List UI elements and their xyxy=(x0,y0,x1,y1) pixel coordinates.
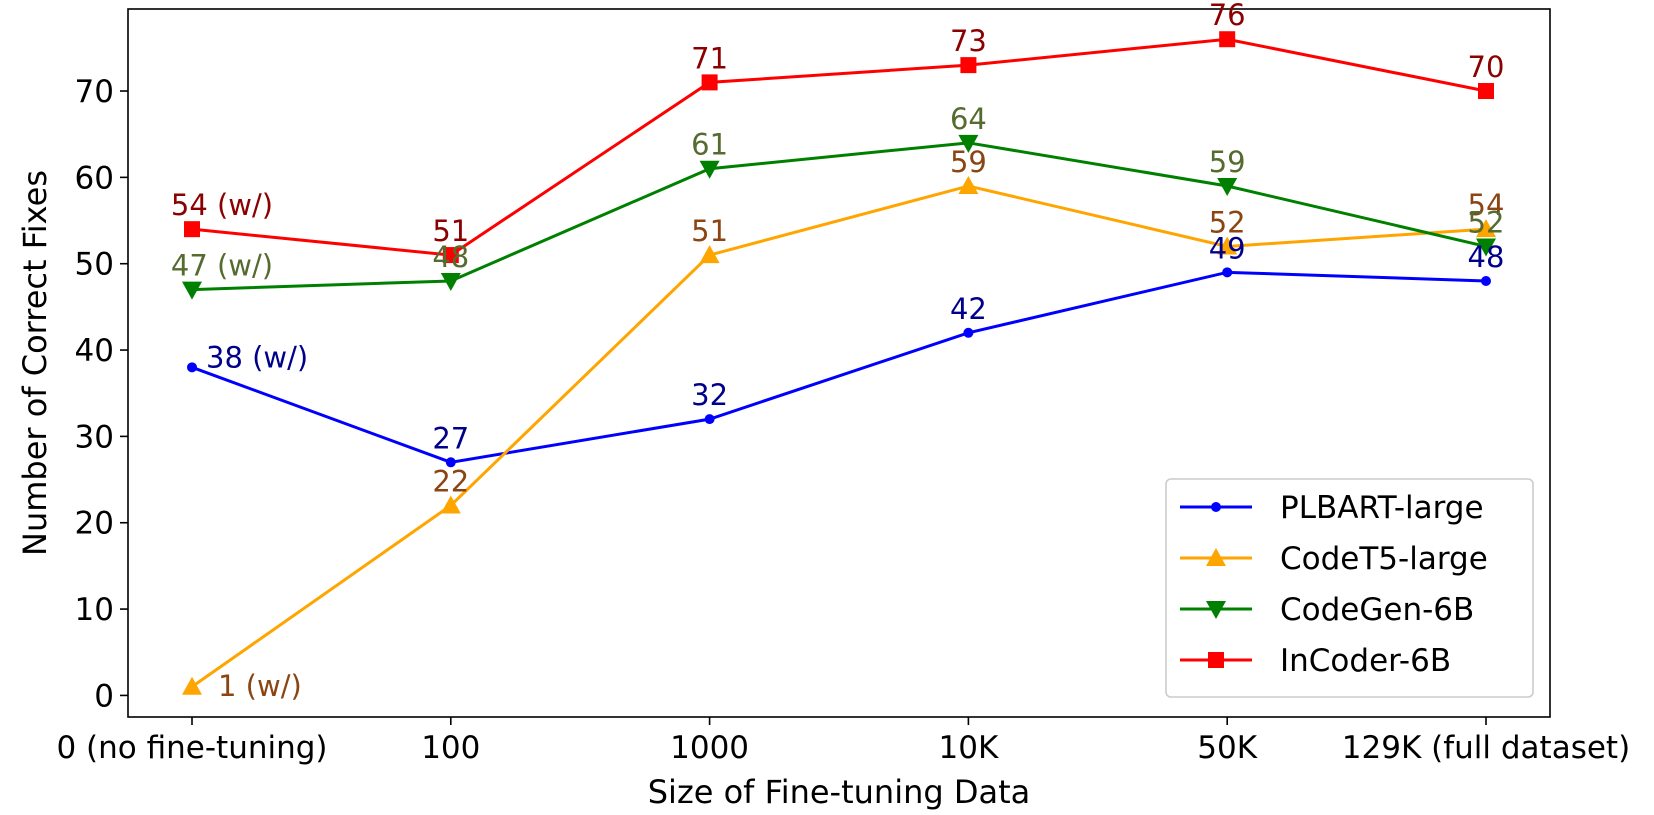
legend-marker xyxy=(1208,652,1224,668)
legend-box xyxy=(1165,478,1534,698)
y-tick-label: 0 xyxy=(94,678,114,714)
x-tick-label: 0 (no fine-tuning) xyxy=(56,730,327,766)
data-label: 59 xyxy=(950,145,987,179)
data-point xyxy=(1481,275,1491,286)
data-point xyxy=(701,74,718,91)
data-label: 27 xyxy=(432,421,469,455)
x-tick-label: 100 xyxy=(421,730,480,766)
data-label: 54 (w/) xyxy=(171,188,273,222)
x-tick-label: 10K xyxy=(939,730,999,766)
data-point xyxy=(699,245,720,264)
legend-label: CodeGen-6B xyxy=(1280,592,1474,628)
legend-item: CodeGen-6B xyxy=(1180,592,1474,628)
data-point xyxy=(1219,31,1236,48)
y-tick-label: 10 xyxy=(75,592,114,628)
series-line xyxy=(191,184,1487,689)
data-point xyxy=(182,676,202,695)
plot-frame xyxy=(127,8,1551,718)
y-tick-label: 40 xyxy=(75,333,114,369)
data-label: 22 xyxy=(432,464,469,498)
data-point xyxy=(182,281,202,300)
data-point xyxy=(440,495,461,514)
data-label: 64 xyxy=(950,102,987,136)
legend-item: CodeT5-large xyxy=(1180,541,1488,577)
data-point xyxy=(963,327,974,338)
x-axis-title: Size of Fine-tuning Data xyxy=(648,773,1031,811)
legend-item: PLBART-large xyxy=(1180,490,1484,526)
data-point xyxy=(704,414,715,425)
data-label: 52 xyxy=(1209,205,1246,239)
data-point xyxy=(960,57,977,74)
data-point xyxy=(958,176,979,194)
data-label: 48 xyxy=(1468,240,1505,274)
legend-marker xyxy=(1211,502,1221,512)
data-point xyxy=(699,160,720,179)
legend-label: InCoder-6B xyxy=(1280,643,1451,679)
series-line xyxy=(191,270,1487,464)
legend-label: PLBART-large xyxy=(1280,490,1484,526)
data-label: 54 xyxy=(1468,188,1505,222)
data-point xyxy=(442,247,459,264)
data-label: 51 xyxy=(691,214,728,248)
data-point xyxy=(1217,236,1238,255)
series-line xyxy=(191,37,1487,257)
data-label: 61 xyxy=(691,128,728,162)
y-tick-label: 50 xyxy=(75,247,114,283)
legend-marker xyxy=(1206,548,1226,566)
legend-label: CodeT5-large xyxy=(1280,541,1488,577)
data-label: 70 xyxy=(1468,50,1505,84)
series-codegen-6b xyxy=(182,134,1496,300)
data-point xyxy=(1476,238,1496,257)
data-label: 42 xyxy=(950,292,987,326)
legend-item: InCoder-6B xyxy=(1180,643,1451,679)
y-tick-label: 20 xyxy=(75,506,114,542)
legend: PLBART-large CodeT5-large CodeGen-6B InCode… xyxy=(1165,478,1534,698)
x-tick-label: 129K (full dataset) xyxy=(1342,730,1630,766)
data-label: 76 xyxy=(1209,0,1246,32)
data-label: 71 xyxy=(691,41,728,75)
series-plbart-large xyxy=(187,267,1491,468)
x-tick-label: 50K xyxy=(1197,730,1257,766)
data-label: 47 (w/) xyxy=(171,249,273,283)
data-point xyxy=(1478,83,1494,100)
data-point xyxy=(1222,267,1233,278)
data-point xyxy=(187,362,197,373)
y-tick-label: 70 xyxy=(75,74,114,110)
legend-marker xyxy=(1206,601,1226,619)
data-label: 51 xyxy=(432,214,469,248)
data-point xyxy=(440,272,461,291)
y-axis-title: Number of Correct Fixes xyxy=(16,170,54,556)
data-point xyxy=(958,134,979,153)
data-label: 52 xyxy=(1468,205,1505,239)
series-line xyxy=(191,141,1487,292)
series-codet5-large xyxy=(182,176,1496,695)
y-tick-label: 30 xyxy=(75,419,114,455)
data-point xyxy=(184,221,200,238)
data-label: 38 (w/) xyxy=(206,340,308,374)
data-label: 32 xyxy=(691,378,728,412)
series-incoder-6b xyxy=(184,31,1494,264)
data-label: 59 xyxy=(1209,145,1246,179)
data-label: 49 xyxy=(1209,231,1246,265)
x-tick-label: 1000 xyxy=(670,730,749,766)
y-tick-label: 60 xyxy=(75,160,114,196)
data-label: 1 (w/) xyxy=(218,669,302,703)
series-layer xyxy=(182,31,1496,695)
data-label: 48 xyxy=(432,240,469,274)
y-axis: 0 10 20 30 40 50 60 70 xyxy=(75,74,128,714)
data-point xyxy=(1217,178,1238,196)
data-label: 73 xyxy=(950,24,987,58)
data-point xyxy=(1476,219,1496,238)
data-point xyxy=(445,457,456,468)
x-axis: 0 (no fine-tuning) 100 1000 10K 50K 129K (ful… xyxy=(56,717,1630,766)
